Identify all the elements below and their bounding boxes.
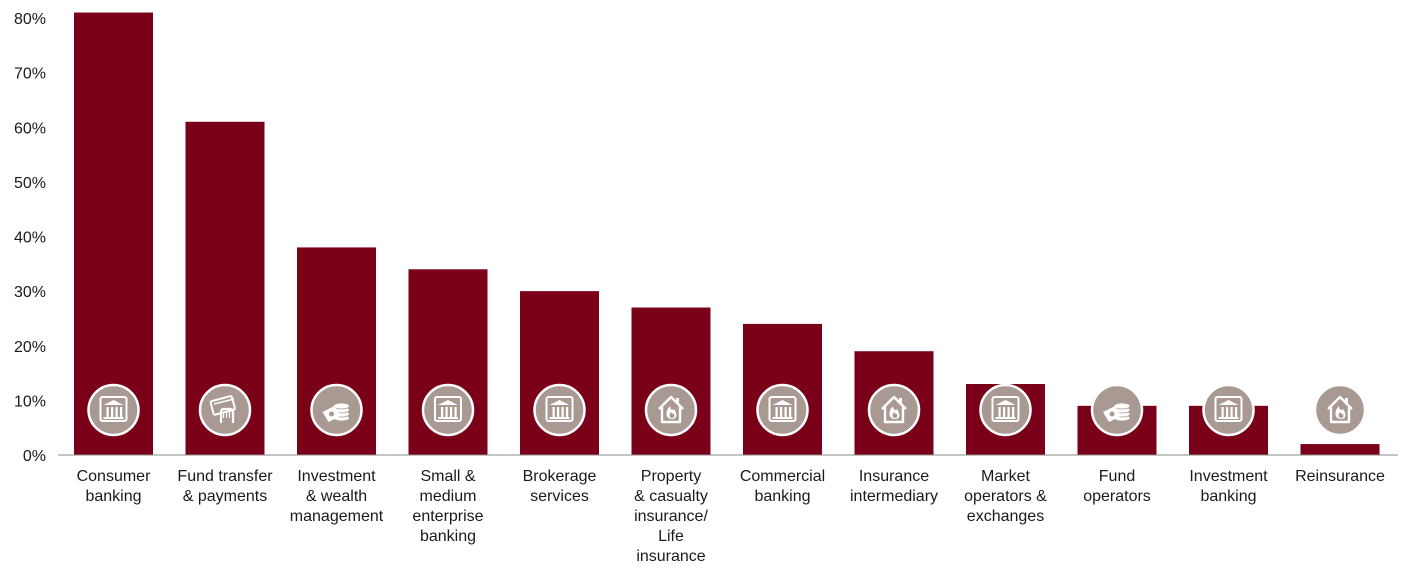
x-axis-labels: Consumer banking Fund transfer & payments In… (77, 468, 1385, 565)
bars (74, 12, 1380, 455)
category-icons (87, 383, 1367, 437)
house-flame-icon (867, 383, 921, 437)
x-tick-label: Brokerage services (523, 468, 597, 505)
coins-icon (310, 383, 363, 437)
bank-icon (1202, 383, 1255, 437)
bank-icon (87, 383, 140, 437)
x-tick-label: Investment & wealth management (290, 468, 384, 525)
x-tick-label: Consumer banking (77, 468, 151, 505)
y-tick-label: 20% (14, 339, 46, 356)
coins-icon (1090, 383, 1144, 437)
x-tick-label: Reinsurance (1295, 468, 1385, 485)
y-tick-label: 70% (14, 66, 46, 83)
y-tick-label: 60% (14, 120, 46, 137)
x-tick-label: Fund operators (1083, 468, 1151, 505)
y-tick-label: 30% (14, 284, 46, 301)
house-flame-icon (644, 383, 698, 437)
bank-icon (979, 383, 1032, 437)
card-payment-icon (198, 383, 252, 437)
x-tick-label: Fund transfer & payments (177, 468, 273, 505)
y-tick-label: 10% (14, 393, 46, 410)
x-tick-label: Investment banking (1189, 468, 1268, 505)
house-flame-icon (1313, 383, 1367, 437)
x-tick-label: Small & medium enterprise banking (412, 468, 483, 545)
x-tick-label: Commercial banking (740, 468, 825, 505)
y-tick-label: 0% (23, 448, 46, 465)
bank-icon (756, 383, 809, 437)
bar (1300, 444, 1380, 455)
x-tick-label: Property & casualty insurance/Life insuranc… (634, 468, 708, 565)
y-tick-label: 40% (14, 230, 46, 247)
y-axis: 0% 10% 20% 30% 40% 50% 60% 70% 80% (14, 11, 46, 465)
bank-icon (533, 383, 586, 437)
bank-icon (421, 383, 475, 437)
x-tick-label: Market operators & exchanges (964, 468, 1047, 525)
y-tick-label: 50% (14, 175, 46, 192)
y-tick-label: 80% (14, 11, 46, 28)
x-tick-label: Insurance intermediary (850, 468, 938, 505)
bar (74, 12, 153, 455)
